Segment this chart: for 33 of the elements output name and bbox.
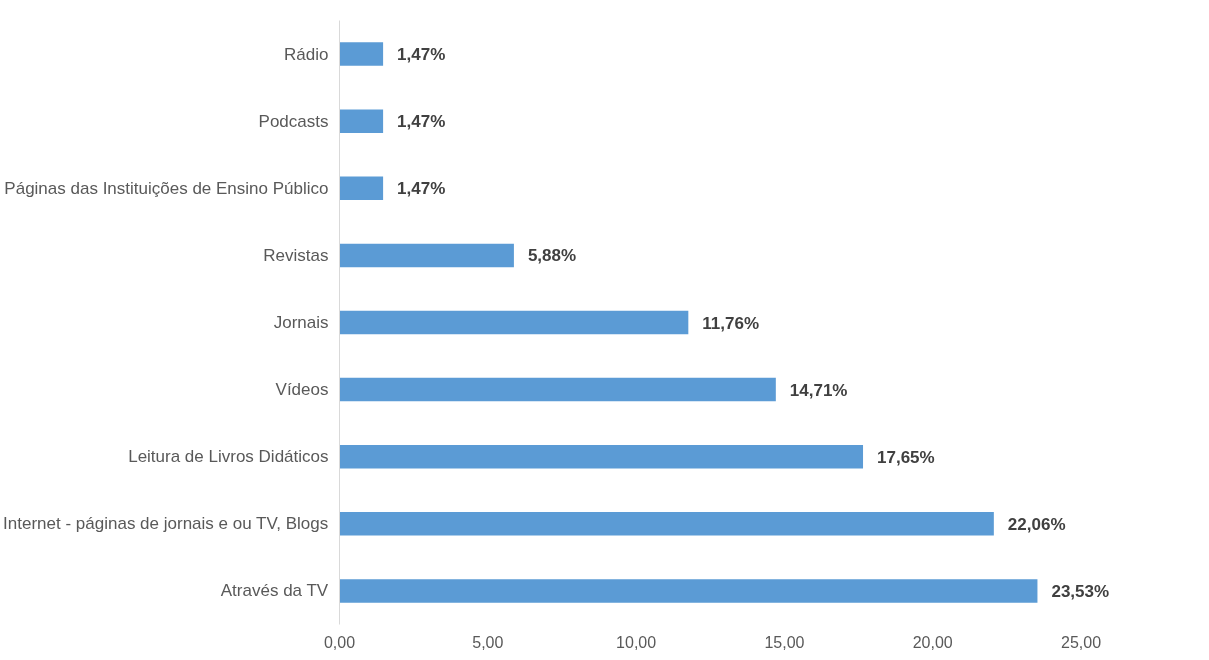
x-tick-label: 10,00 xyxy=(616,633,657,651)
data-label: 5,88% xyxy=(527,246,577,266)
y-tick-label: Internet - páginas de jornais e ou TV, Blogs xyxy=(3,514,329,534)
y-tick-label: Revistas xyxy=(263,245,329,265)
x-tick-label: 5,00 xyxy=(472,633,504,651)
data-label: 1,47% xyxy=(397,179,446,199)
x-tick-label: 25,00 xyxy=(1061,633,1102,651)
bar xyxy=(339,310,689,335)
data-label: 23,53% xyxy=(1051,581,1110,601)
bar xyxy=(339,579,1038,603)
y-tick-label: Através da TV xyxy=(220,581,329,601)
data-label: 22,06% xyxy=(1007,514,1066,534)
x-tick-label: 0,00 xyxy=(323,633,356,651)
data-label: 11,76% xyxy=(702,313,760,333)
bar xyxy=(339,42,384,66)
bar xyxy=(339,109,384,133)
y-tick-label: Páginas das Instituições de Ensino Público xyxy=(4,178,329,198)
x-tick-label: 15,00 xyxy=(764,633,805,651)
bar xyxy=(339,377,776,402)
y-tick-label: Rádio xyxy=(284,44,329,64)
data-label: 14,71% xyxy=(789,380,848,400)
bar xyxy=(339,512,994,536)
x-tick-label: 20,00 xyxy=(912,633,953,651)
y-tick-label: Vídeos xyxy=(275,380,329,400)
bar xyxy=(339,444,864,469)
y-tick-label: Leitura de Livros Didáticos xyxy=(128,447,329,467)
y-tick-label: Jornais xyxy=(273,313,329,332)
data-label: 1,47% xyxy=(397,112,446,132)
data-label: 17,65% xyxy=(877,447,935,467)
bar xyxy=(339,176,384,201)
bar xyxy=(339,243,514,268)
data-label: 1,47% xyxy=(397,45,446,65)
y-tick-label: Podcasts xyxy=(258,111,329,131)
